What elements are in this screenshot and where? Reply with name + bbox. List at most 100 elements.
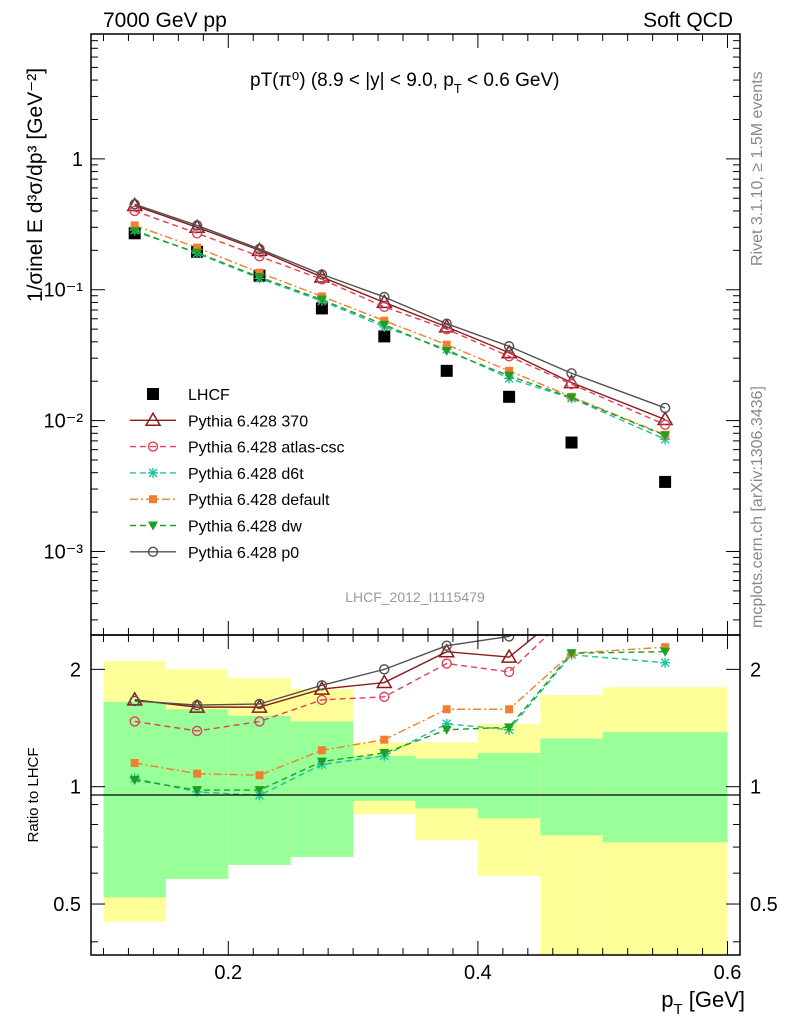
- ratio-point-dw-3: [316, 757, 327, 767]
- mcplots-label: mcplots.cern.ch [arXiv:1306.3436]: [749, 386, 766, 628]
- ratio-line-p0: [134, 635, 513, 706]
- point-p0-2: [254, 243, 265, 255]
- legend-marker-dw: [148, 521, 158, 531]
- point-atlas-5: [441, 323, 452, 335]
- ratio-point-p0-4: [379, 664, 390, 675]
- point-p0-7: [566, 368, 577, 379]
- point-atlas-0: [129, 205, 140, 217]
- point-atlas-6: [503, 351, 515, 362]
- plot-title: pT(π⁰) (8.9 < |y| < 9.0, pT < 0.6 GeV): [250, 70, 559, 96]
- ratio-point-dw-8: [660, 647, 671, 657]
- legend-label-atlas: Pythia 6.428 atlas-csc: [188, 440, 345, 457]
- point-atlas-2: [254, 251, 265, 262]
- point-p0-5: [441, 318, 452, 329]
- ratio-point-atlas-1: [191, 725, 203, 737]
- main-series: [126, 197, 674, 488]
- band-inner-7: [540, 738, 603, 836]
- legend-marker-d6t: [148, 467, 158, 478]
- ratio-point-p0-3: [316, 680, 328, 691]
- ratio-point-default-6: [505, 705, 514, 714]
- ratio-point-atlas-6: [503, 666, 515, 678]
- point-dw-3: [316, 295, 327, 305]
- point-default-2: [255, 268, 264, 277]
- y-tick-label-main: 1: [72, 149, 83, 171]
- ratio-point-p0-2: [254, 698, 265, 710]
- ratio-point-dw-7: [566, 649, 577, 659]
- ratio-point-dw-2: [254, 786, 265, 796]
- point-p370-0: [126, 197, 143, 212]
- ratio-point-dw-5: [441, 725, 452, 735]
- ratio-point-p0-8: [661, 580, 670, 589]
- band-inner-5: [415, 758, 478, 809]
- point-p0-3: [316, 269, 328, 280]
- ratio-point-atlas-7: [567, 608, 576, 617]
- x-axis-label: pT [GeV]: [661, 987, 745, 1018]
- ratio-point-p0-7: [567, 591, 576, 600]
- point-default-5: [442, 340, 451, 349]
- point-p0-8: [659, 402, 671, 414]
- y-tick-label-main: 10⁻²: [44, 411, 84, 433]
- point-LHCF-3: [315, 302, 328, 315]
- y-tick-label-ratio: 2: [70, 659, 81, 681]
- legend-label-p0: Pythia 6.428 p0: [188, 545, 299, 562]
- header-left: 7000 GeV pp: [103, 9, 227, 32]
- point-dw-2: [254, 273, 265, 283]
- point-dw-0: [129, 227, 140, 237]
- point-dw-1: [192, 248, 203, 258]
- legend-marker-LHCF: [147, 388, 159, 400]
- analysis-label: LHCF_2012_I1115479: [345, 589, 485, 605]
- ratio-point-default-2: [255, 771, 264, 780]
- ratio-line-p370: [134, 635, 538, 708]
- point-LHCF-7: [565, 436, 578, 449]
- ratio-point-p370-7: [565, 599, 579, 611]
- line-d6t: [134, 229, 666, 440]
- ratio-point-p370-8: [658, 594, 672, 606]
- point-atlas-8: [659, 419, 671, 430]
- ratio-point-p0-5: [441, 640, 452, 651]
- point-default-6: [505, 366, 514, 375]
- rivet-label: Rivet 3.1.10, ≥ 1.5M events: [749, 71, 766, 266]
- point-p370-2: [251, 241, 268, 257]
- legend-marker-p0: [147, 546, 159, 557]
- ratio-point-d6t-8: [660, 657, 671, 668]
- legend-label-default: Pythia 6.428 default: [188, 492, 330, 509]
- point-dw-6: [504, 371, 515, 381]
- point-dw-7: [566, 393, 577, 403]
- point-p0-1: [191, 220, 203, 231]
- band-inner-3: [290, 721, 354, 858]
- legend-label-dw: Pythia 6.428 dw: [188, 519, 302, 536]
- line-dw: [134, 230, 666, 437]
- point-dw-4: [379, 320, 390, 330]
- point-dw-5: [441, 347, 452, 357]
- legend-label-p370: Pythia 6.428 370: [188, 413, 308, 430]
- x-tick-label: 0.4: [464, 962, 492, 984]
- point-LHCF-4: [378, 330, 391, 343]
- line-p0: [134, 203, 666, 409]
- point-p0-6: [503, 341, 515, 352]
- axis-ticks: 0.2 0.4 0.6 1 10⁻¹ 10⁻² 10⁻³ 0.5 0.5 1 1 2 2: [44, 33, 778, 984]
- ratio-uncertainty-bands: [103, 661, 728, 955]
- point-p370-6: [500, 344, 518, 359]
- ratio-point-dw-1: [192, 786, 203, 796]
- point-LHCF-5: [440, 364, 453, 377]
- y-tick-label-ratio-right: 2: [750, 659, 761, 681]
- legend: LHCF Pythia 6.428 370 Pythia 6.428 atlas-c…: [130, 387, 345, 562]
- ratio-point-p0-0: [129, 695, 140, 707]
- ratio-point-default-0: [130, 759, 139, 768]
- point-atlas-7: [566, 378, 577, 390]
- ratio-point-default-1: [193, 769, 202, 778]
- point-default-0: [130, 221, 139, 230]
- point-p0-0: [129, 199, 140, 210]
- ratio-line-dw: [134, 650, 666, 791]
- legend-marker-atlas: [147, 441, 159, 452]
- ratio-point-p370-6: [500, 648, 518, 663]
- point-default-4: [380, 316, 389, 325]
- band-inner-0: [103, 701, 166, 898]
- point-default-1: [193, 243, 202, 252]
- ratio-point-p370-1: [188, 698, 206, 713]
- point-LHCF-6: [503, 390, 516, 403]
- ratio-series: [126, 580, 672, 801]
- y-tick-label-ratio-right: 1: [750, 777, 761, 799]
- legend-marker-default: [149, 495, 157, 504]
